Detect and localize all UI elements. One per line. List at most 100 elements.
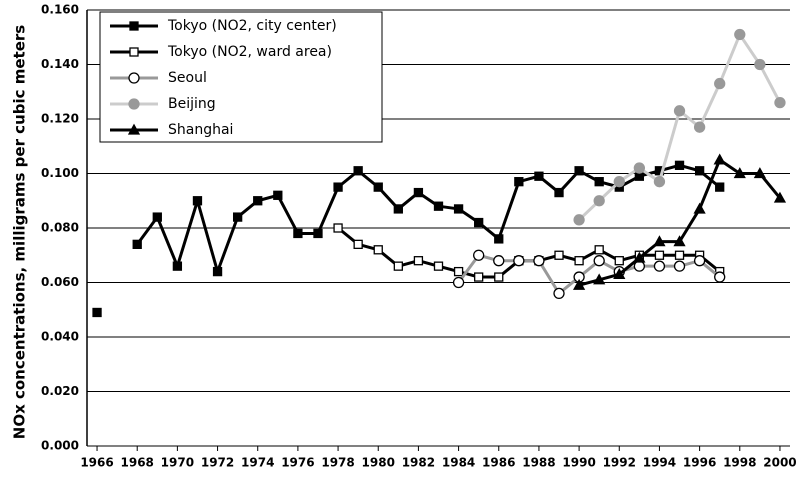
- marker: [533, 255, 545, 267]
- marker: [613, 176, 625, 188]
- marker: [132, 239, 142, 250]
- marker: [494, 272, 504, 282]
- marker: [92, 307, 102, 318]
- marker: [572, 278, 586, 290]
- marker: [474, 272, 484, 282]
- marker: [774, 97, 786, 109]
- marker: [693, 121, 706, 133]
- y-axis-label: NOx concentrations, milligrams per cubic…: [11, 25, 29, 440]
- x-tick-label: 1988: [522, 456, 555, 470]
- marker: [333, 223, 343, 233]
- marker: [613, 267, 626, 279]
- x-tick-label: 1990: [562, 456, 595, 470]
- marker: [373, 182, 383, 192]
- marker: [694, 166, 705, 176]
- legend-label: Beijing: [168, 96, 216, 112]
- x-tick-label: 1978: [321, 456, 354, 470]
- marker: [373, 245, 383, 255]
- marker: [674, 250, 685, 260]
- marker: [653, 176, 666, 188]
- x-tick-label: 1980: [362, 456, 395, 470]
- x-tick-label: 1992: [603, 456, 636, 470]
- marker: [353, 239, 363, 250]
- x-tick-label: 1984: [442, 456, 475, 470]
- y-tick-label: 0.020: [41, 384, 79, 398]
- marker: [573, 214, 585, 226]
- y-tick-label: 0.060: [41, 275, 79, 289]
- marker: [714, 77, 726, 90]
- legend-label: Tokyo (NO2, ward area): [167, 44, 332, 60]
- y-tick-label: 0.160: [41, 3, 79, 17]
- marker: [653, 260, 666, 272]
- x-tick-label: 1998: [723, 456, 756, 470]
- y-tick-label: 0.140: [41, 57, 79, 71]
- marker: [715, 182, 725, 192]
- marker: [493, 255, 505, 267]
- marker: [554, 187, 564, 198]
- x-tick-label: 1966: [80, 456, 113, 470]
- marker: [494, 234, 504, 244]
- marker: [129, 47, 139, 57]
- marker: [152, 212, 162, 222]
- marker: [693, 202, 706, 214]
- marker: [553, 287, 565, 300]
- marker: [614, 256, 624, 266]
- x-tick-label: 1982: [402, 456, 435, 470]
- marker: [127, 123, 141, 135]
- legend-label: Seoul: [168, 70, 207, 86]
- marker: [172, 261, 183, 271]
- marker: [413, 256, 424, 266]
- marker: [353, 166, 363, 176]
- marker: [754, 58, 766, 71]
- marker: [594, 245, 604, 255]
- y-tick-label: 0.000: [41, 439, 79, 453]
- marker: [594, 177, 604, 187]
- marker: [673, 260, 686, 272]
- marker: [633, 162, 646, 174]
- y-tick-label: 0.100: [41, 166, 79, 180]
- marker: [313, 228, 323, 239]
- marker: [413, 187, 424, 198]
- marker: [674, 160, 685, 170]
- marker: [593, 273, 606, 285]
- x-tick-label: 2000: [763, 456, 796, 470]
- y-tick-label: 0.120: [41, 112, 79, 126]
- marker: [753, 167, 766, 179]
- marker: [433, 201, 444, 211]
- x-tick-label: 1976: [281, 456, 314, 470]
- marker: [734, 28, 746, 41]
- marker: [693, 255, 706, 267]
- marker: [673, 235, 686, 247]
- marker: [128, 98, 140, 110]
- marker: [513, 255, 525, 267]
- legend-label: Shanghai: [168, 122, 233, 138]
- y-tick-label: 0.040: [41, 330, 79, 344]
- marker: [534, 171, 544, 181]
- y-tick-label: 0.080: [41, 221, 79, 235]
- x-tick-label: 1986: [482, 456, 515, 470]
- x-tick-label: 1968: [121, 456, 154, 470]
- marker: [393, 204, 403, 214]
- marker: [453, 266, 464, 277]
- marker: [333, 182, 343, 192]
- marker: [714, 271, 726, 283]
- marker: [212, 266, 223, 277]
- marker: [253, 196, 263, 206]
- marker: [129, 21, 139, 31]
- marker: [773, 191, 787, 203]
- x-tick-label: 1970: [161, 456, 194, 470]
- marker: [232, 212, 243, 222]
- marker: [733, 167, 746, 179]
- marker: [293, 228, 303, 239]
- marker: [673, 105, 686, 117]
- x-tick-label: 1974: [241, 456, 274, 470]
- x-tick-label: 1996: [683, 456, 716, 470]
- series-line: [578, 33, 782, 221]
- marker: [593, 195, 605, 207]
- x-tick-label: 1994: [643, 456, 676, 470]
- marker: [574, 256, 584, 266]
- x-tick-label: 1972: [201, 456, 234, 470]
- marker: [654, 250, 665, 260]
- marker: [453, 204, 464, 214]
